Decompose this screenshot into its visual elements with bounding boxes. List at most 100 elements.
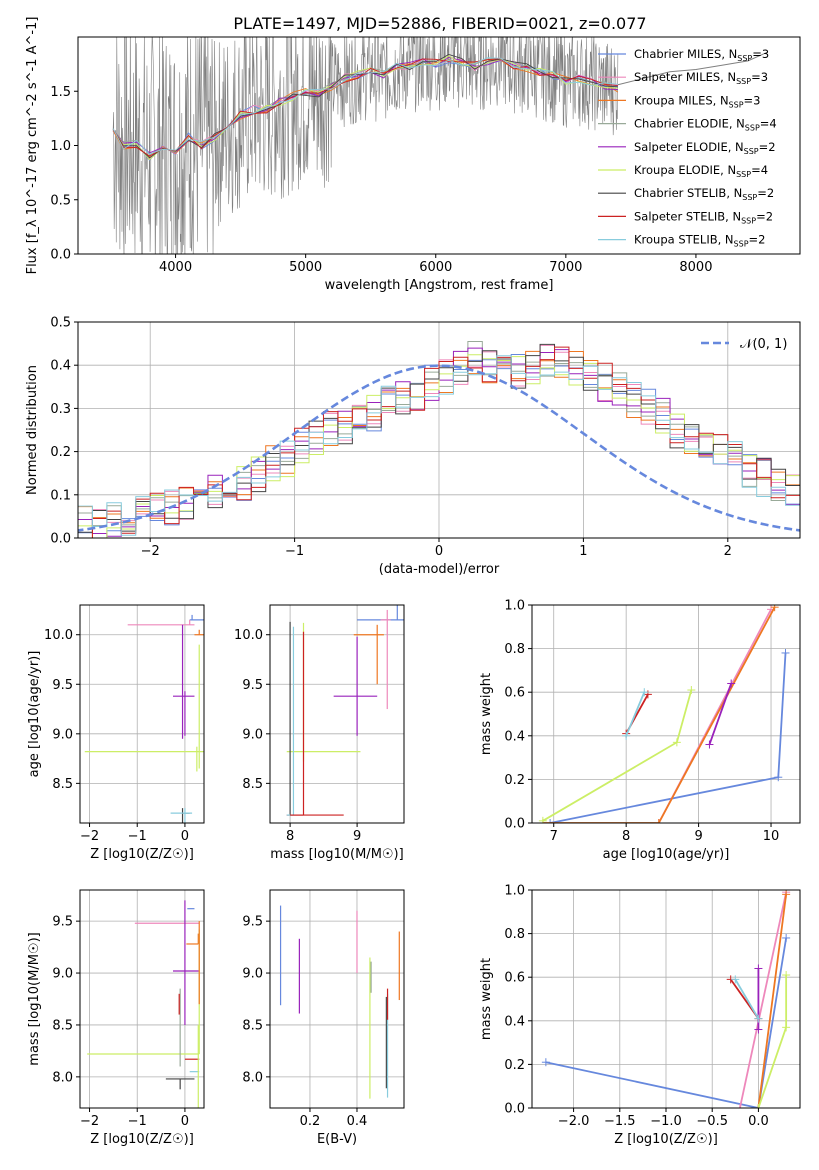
plot-area [541, 890, 791, 1108]
legend-label: Salpeter STELIB, NSSP=2 [634, 209, 773, 225]
weight-line [757, 894, 788, 1108]
histogram-chabrier-miles [78, 354, 800, 538]
histogram-salpeter-stelib [78, 346, 800, 538]
subscript: SSP [737, 54, 752, 63]
y-tick-label: 0.6 [504, 971, 525, 986]
x-tick-label: 8 [286, 829, 294, 844]
x-tick-label: 10 [763, 829, 780, 844]
weight-line [549, 652, 787, 823]
y-tick-label: 0.2 [504, 1058, 525, 1073]
massweight-vs-age-panel: 7 8 9 10 0.0 0.2 0.4 0.6 0.8 1.0 age [log10(age/yr… [479, 599, 801, 862]
x-tick-label: 6000 [419, 260, 452, 275]
plot-area [87, 900, 200, 1108]
legend-label: Salpeter ELODIE, NSSP=2 [634, 140, 776, 156]
x-tick-label: −1 [128, 829, 147, 844]
y-tick-label: 1.5 [50, 85, 71, 100]
y-tick-label: 0.6 [504, 686, 525, 701]
x-axis-label: wavelength [Angstrom, rest frame] [325, 278, 554, 293]
y-axis-label: mass weight [479, 673, 494, 755]
y-tick-label: 0.1 [50, 488, 71, 503]
legend-label: 𝒩(0, 1) [740, 337, 787, 352]
y-tick-label: 8.0 [52, 1070, 73, 1085]
y-tick-label: 9.5 [242, 678, 263, 693]
model-kroupa-stelib [112, 57, 618, 155]
plot-area [84, 614, 204, 823]
y-axis-label: mass [log10(M/M☉)] [27, 932, 42, 1065]
y-tick-label: 8.5 [242, 777, 263, 792]
x-tick-label: −1.5 [604, 1114, 636, 1129]
legend-rest: =3 [752, 47, 769, 61]
x-tick-label: 9 [694, 829, 702, 844]
legend-rest: =3 [744, 93, 761, 107]
weight-line [542, 606, 776, 823]
subscript: SSP [744, 147, 759, 156]
histogram-chabrier-stelib [78, 343, 800, 533]
y-tick-label: 8.5 [242, 1018, 263, 1033]
x-tick-label: −1 [285, 544, 304, 559]
y-tick-label: 0.5 [50, 316, 71, 331]
y-axis-label: Flux [f_λ 10^-17 erg cm^-2 s^-1 A^-1] [25, 17, 40, 275]
x-axis-label: Z [log10(Z/Z☉)] [90, 847, 194, 862]
y-tick-label: 0.0 [504, 1102, 525, 1117]
legend-label: Salpeter MILES, NSSP=3 [634, 70, 768, 86]
x-tick-label: −2 [80, 1114, 99, 1129]
axes-frame [269, 889, 405, 1109]
y-axis-label: age [log10(age/yr)] [27, 651, 42, 778]
y-tick-label: 8.0 [242, 1070, 263, 1085]
subscript: SSP [736, 170, 751, 179]
subscript: SSP [742, 193, 757, 202]
axes-frame [79, 889, 205, 1109]
x-tick-label: 0.2 [300, 1114, 321, 1129]
y-tick-label: 8.5 [52, 1018, 73, 1033]
plot-area [78, 340, 800, 538]
histogram-salpeter-elodie [78, 347, 800, 537]
y-tick-label: 9.0 [242, 727, 263, 742]
y-tick-label: 10.0 [44, 628, 73, 643]
subscript: SSP [741, 216, 756, 225]
age-vs-mass-panel: 8 9 8.5 9.0 9.5 10.0 mass [log10(M/M☉)] [234, 604, 405, 862]
weight-line [734, 978, 760, 1020]
mass-vs-metallicity-panel: −2 −1 0 8.0 8.5 9.0 9.5 Z [log10(Z/Z☉)] mass [lo… [27, 889, 205, 1147]
y-tick-label: 0.2 [504, 773, 525, 788]
y-tick-label: 0.8 [504, 927, 525, 942]
observed-spectrum [112, 37, 619, 254]
x-tick-label: 9 [353, 829, 361, 844]
legend-label: Kroupa MILES, NSSP=3 [634, 93, 760, 109]
y-tick-label: 0.2 [50, 445, 71, 460]
x-axis-label: age [log10(age/yr)] [603, 847, 730, 862]
subscript: SSP [736, 77, 751, 86]
y-tick-label: 0.3 [50, 402, 71, 417]
plot-area [286, 605, 404, 816]
histogram-kroupa-miles [78, 350, 800, 538]
massweight-vs-metallicity-panel: −2.0 −1.5 −1.0 −0.5 0.0 0.0 0.2 0.4 0.6 0.8 1.0 Z [… [479, 884, 801, 1147]
y-tick-label: 0.5 [50, 193, 71, 208]
x-tick-label: 1 [579, 544, 587, 559]
subscript: SSP [745, 124, 760, 133]
subscript: SSP [734, 240, 749, 249]
y-tick-label: 0.4 [504, 1014, 525, 1029]
axes-frame [79, 604, 205, 824]
weight-line [625, 691, 646, 737]
legend: Chabrier MILES, NSSP=3 Salpeter MILES, NS… [598, 47, 777, 249]
x-tick-label: 0 [181, 829, 189, 844]
x-axis-label: Z [log10(Z/Z☉)] [614, 1132, 718, 1147]
legend-rest: =4 [760, 117, 777, 131]
x-tick-label: 7000 [549, 260, 582, 275]
x-tick-label: −2 [141, 544, 160, 559]
legend-label: Chabrier ELODIE, NSSP=4 [634, 117, 777, 133]
y-tick-label: 1.0 [50, 139, 71, 154]
legend-label: Kroupa STELIB, NSSP=2 [634, 233, 765, 249]
y-tick-label: 1.0 [504, 884, 525, 899]
x-tick-label: 0 [181, 1114, 189, 1129]
legend-rest: =2 [756, 209, 773, 223]
weight-line [542, 689, 693, 822]
figure-title: PLATE=1497, MJD=52886, FIBERID=0021, z=0… [233, 14, 646, 33]
x-axis-label: Z [log10(Z/Z☉)] [90, 1132, 194, 1147]
y-axis-label: mass weight [479, 958, 494, 1040]
y-tick-label: 0.0 [50, 248, 71, 263]
x-tick-label: 7 [550, 829, 558, 844]
legend-rest: =4 [751, 163, 768, 177]
legend-label: Chabrier STELIB, NSSP=2 [634, 186, 774, 202]
y-tick-label: 9.5 [242, 915, 263, 930]
y-tick-label: 0.4 [50, 359, 71, 374]
